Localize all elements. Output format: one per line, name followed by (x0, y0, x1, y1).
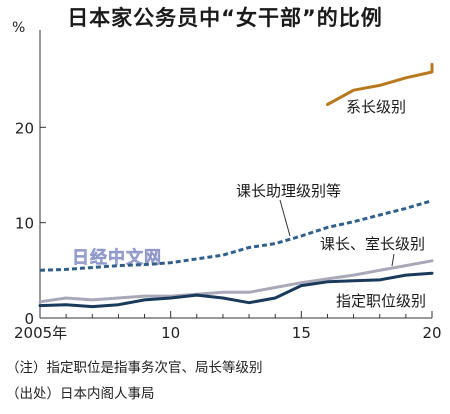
series-line (39, 199, 433, 272)
source-note: （出处）日本内阁人事局 (6, 386, 155, 402)
chart-axes: % 0 10 20 2005年 10 15 20 (12, 20, 442, 342)
x-tick-label: 2005年 (14, 324, 67, 342)
footnote: （注）指定职位是指事务次官、局长等级别 (6, 360, 263, 376)
watermark-text: 日经中文网 (72, 247, 162, 268)
y-tick-label: 10 (15, 215, 34, 233)
series-label: 指定职位级别 (336, 292, 426, 310)
series-line (38, 259, 434, 304)
leader-line (391, 253, 395, 267)
series-line (326, 62, 434, 106)
watermark: 日经中文网 (72, 247, 162, 269)
chart-title: 日本家公务员中“女干部”的比例 (67, 6, 383, 30)
y-tick-label: 0 (24, 310, 34, 328)
series-line (38, 271, 434, 309)
y-unit-label: % (12, 20, 25, 36)
x-tick-label: 10 (161, 324, 180, 342)
x-tick-label: 15 (292, 324, 311, 342)
x-tick-label: 20 (422, 324, 441, 342)
leader-line (279, 199, 291, 237)
series-label: 课长助理级别等 (236, 182, 341, 200)
series-layer (38, 62, 434, 309)
y-tick-label: 20 (15, 119, 34, 137)
series-label: 系长级别 (346, 98, 406, 116)
series-label: 课长、室长级别 (320, 235, 425, 253)
